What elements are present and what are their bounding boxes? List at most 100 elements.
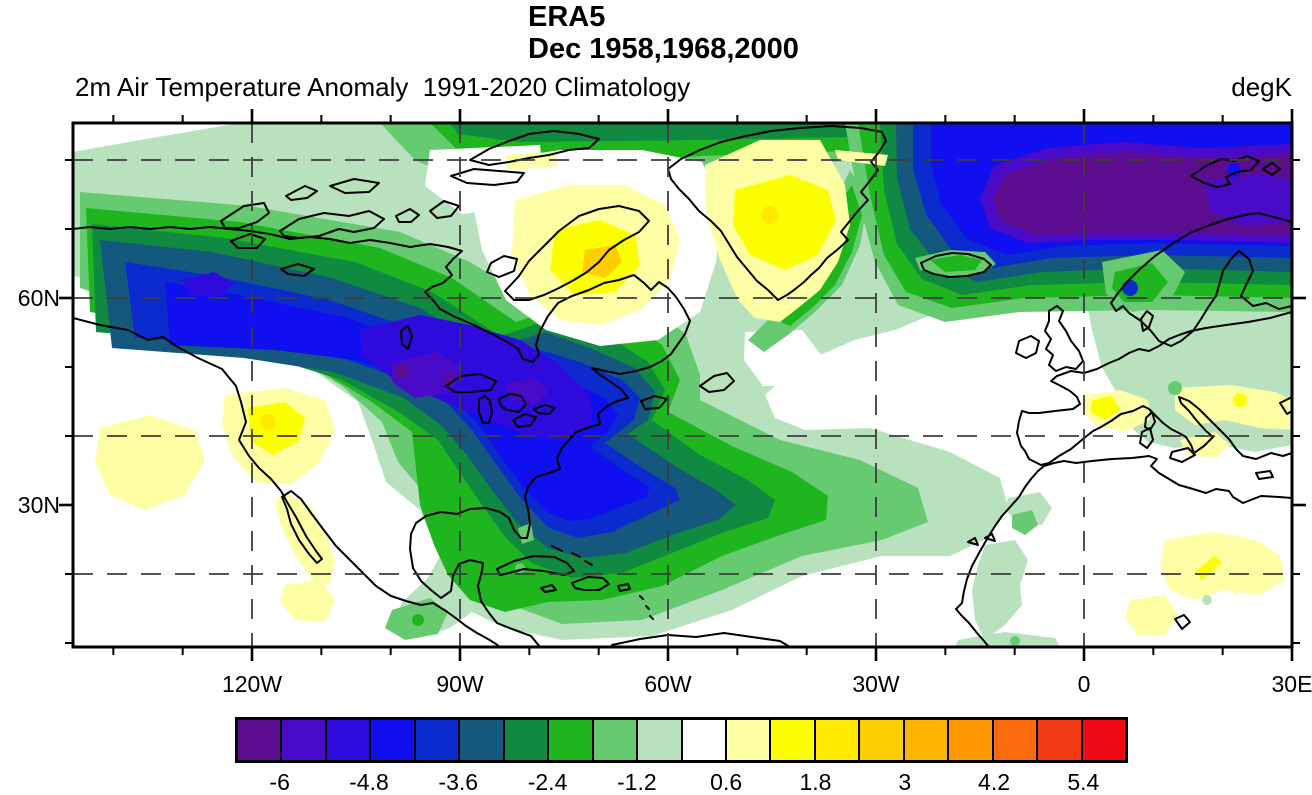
colorbar-label-4.2: 4.2	[978, 769, 1011, 795]
coast-nova-scotia	[640, 395, 668, 410]
lake-chad	[1174, 614, 1191, 630]
colorbar-box-9	[591, 720, 637, 760]
coast-puerto-rico	[617, 583, 631, 592]
anomaly-region-sahara-paleyellow	[1160, 532, 1285, 600]
map-frame	[71, 121, 1294, 649]
coast-jamaica	[540, 584, 557, 593]
anomaly-region-barents-purple	[993, 152, 1292, 236]
coast-southampton-island	[486, 255, 518, 278]
coast-greenland	[667, 125, 887, 301]
coast-sardinia	[1139, 427, 1154, 449]
colorbar-label-3: 3	[898, 769, 912, 795]
lake-erie	[512, 413, 537, 428]
coast-south-america	[611, 632, 791, 647]
anomaly-region-greatbasin-gold-speck	[260, 414, 276, 430]
lake-huron	[498, 393, 527, 413]
anomaly-region-na-violet	[392, 352, 462, 398]
colorbar-box-18	[991, 720, 1037, 760]
colorbar-label-1.8: 1.8	[799, 769, 832, 795]
colorbar-box-13	[769, 720, 814, 760]
anomaly-region-pacific-paleyellow	[95, 415, 205, 510]
y-axis-label-60N: 60N	[17, 284, 60, 311]
coast-ellesmere-island	[469, 130, 600, 166]
anomaly-region-greatbasin-yellow	[248, 402, 305, 455]
coast-devon-island	[450, 168, 525, 186]
plot-title-line2: Dec 1958,1968,2000	[528, 33, 799, 65]
colorbar-box-15	[858, 720, 903, 760]
coast-prince-of-wales-island	[395, 208, 420, 223]
lake-michigan	[478, 395, 493, 424]
plot-title-line1: ERA5	[528, 1, 606, 33]
colorbar-label--3.6: -3.6	[438, 769, 479, 795]
coast-hispaniola	[571, 576, 610, 591]
anomaly-region-norway-blue	[1122, 280, 1138, 296]
coast-svalbard-east	[1262, 162, 1281, 176]
coast-north-america-pacific	[73, 317, 501, 647]
colorbar-box-1	[238, 720, 281, 760]
coast-north-america-atlantic-arctic	[73, 226, 691, 647]
colorbar-box-11	[680, 720, 725, 760]
x-axis-label-30E: 30E	[1271, 671, 1312, 697]
colorbar-box-5	[413, 720, 459, 760]
colorbar-box-3	[324, 720, 370, 760]
coast-africa-atlantic	[955, 465, 1045, 647]
anomaly-region-na-violet2	[505, 378, 548, 405]
coast-canary-islands	[967, 533, 996, 546]
coast-svalbard	[1190, 155, 1260, 188]
colorbar-label-5.4: 5.4	[1067, 769, 1100, 795]
lake-great-slave	[280, 263, 315, 277]
coast-prince-patrick-island	[285, 185, 318, 201]
coast-ireland	[1015, 335, 1040, 359]
anomaly-region-balkan-yellow-speck	[1233, 393, 1247, 407]
coast-scandinavia	[1110, 212, 1292, 347]
anomaly-region-guinea-medgreen-speck	[1010, 636, 1020, 646]
coast-banks-island	[220, 202, 270, 229]
anomaly-region-greenland-gold-speck	[761, 206, 779, 224]
anomaly-region-na-navy2	[182, 272, 234, 296]
anomaly-region-nwmexico-paleyellow	[280, 580, 335, 622]
subtitle-left: 2m Air Temperature Anomaly 1991-2020 Cli…	[75, 72, 691, 102]
coast-sicily	[1169, 447, 1196, 463]
colorbar-box-12	[724, 720, 770, 760]
colorbar-label-0.6: 0.6	[710, 769, 743, 795]
colorbar-label--2.4: -2.4	[527, 769, 568, 795]
colorbar-box-20	[1080, 720, 1126, 760]
x-axis-label-90W: 90W	[436, 671, 484, 697]
colorbar-box-4	[369, 720, 414, 760]
anomaly-region-sahel-paleyellow	[1125, 595, 1178, 635]
coastlines	[73, 125, 1292, 647]
coast-bahamas	[551, 545, 593, 566]
coast-victoria-island	[279, 210, 385, 239]
x-axis-label-30W: 30W	[852, 671, 900, 697]
coast-iceland	[920, 252, 992, 278]
colorbar-box-19	[1036, 720, 1081, 760]
anomaly-region-france-yellow	[1090, 396, 1120, 420]
anomaly-region-egypt-streak	[1230, 572, 1253, 595]
coast-baffin-island	[504, 205, 650, 301]
coast-great-britain	[1044, 305, 1084, 372]
anomaly-region-wsahara-palegreen	[972, 540, 1028, 640]
anomaly-region-iceland-green	[930, 255, 982, 272]
colorbar-label--6: -6	[269, 769, 290, 795]
anomaly-region-greenland-yellow	[733, 175, 836, 270]
colorbar-label--4.8: -4.8	[349, 769, 389, 795]
x-axis-label-120W: 120W	[221, 671, 283, 697]
anomaly-region-guinea-palegreen	[955, 632, 1060, 647]
colorbar-box-17	[947, 720, 992, 760]
colorbar-box-10	[636, 720, 681, 760]
colorbar-box-8	[547, 720, 592, 760]
coast-corsica	[1144, 411, 1156, 431]
coast-europe-mainland	[1016, 311, 1292, 466]
colorbar-box-2	[280, 720, 325, 760]
anomaly-region-morocco-medgreen	[1012, 510, 1038, 535]
lat-lon-gridlines	[73, 123, 1292, 647]
y-axis-label-30N: 30N	[17, 491, 60, 518]
anomaly-region-germany-medgreen-speck	[1168, 381, 1182, 395]
colorbar-box-14	[813, 720, 859, 760]
colorbar-box-16	[902, 720, 948, 760]
anomaly-region-top-darkgreen	[450, 123, 950, 142]
colorbar	[235, 717, 1128, 763]
x-axis-label-0: 0	[1077, 671, 1091, 697]
